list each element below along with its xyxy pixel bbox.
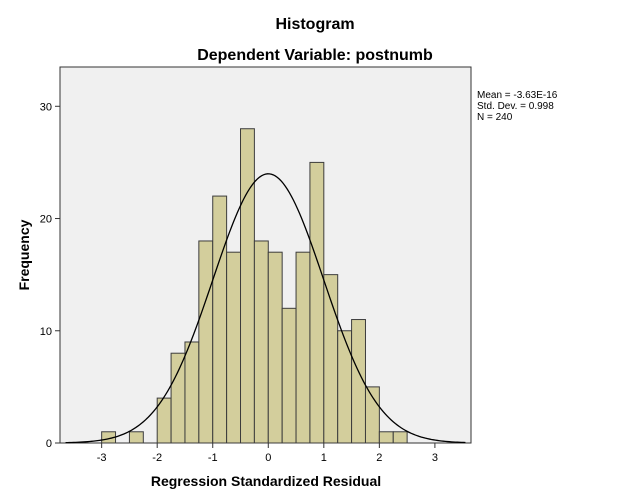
histogram-bar (378, 431, 394, 444)
x-tick-label: 0 (265, 452, 271, 464)
histogram-bar (295, 251, 311, 444)
stats-line: Std. Dev. = 0.998 (477, 101, 554, 112)
histogram-bar (240, 128, 255, 444)
histogram-bar (128, 431, 144, 444)
x-tick-label: 2 (376, 452, 382, 464)
histogram-bar (351, 319, 366, 444)
y-tick-label: 30 (40, 101, 52, 113)
y-tick-label: 10 (40, 326, 52, 338)
chart-title: Histogram (275, 16, 354, 33)
stats-line: N = 240 (477, 112, 513, 123)
chart-subtitle: Dependent Variable: postnumb (197, 47, 433, 64)
normal-curve (65, 173, 466, 444)
histogram-bar (198, 240, 214, 444)
x-tick-label: -1 (208, 452, 218, 464)
x-tick-label: -3 (97, 452, 107, 464)
stats-line: Mean = -3.63E-16 (477, 90, 558, 101)
histogram-bar (364, 386, 380, 444)
x-axis-ticks: -3 -2 -1 0 1 2 3 (97, 443, 438, 464)
y-tick-label: 0 (46, 438, 52, 450)
histogram-bar (253, 240, 269, 444)
x-tick-label: 3 (432, 452, 438, 464)
x-tick-label: -2 (152, 452, 162, 464)
x-axis-label: Regression Standardized Residual (151, 473, 381, 489)
histogram-bar (337, 330, 353, 444)
y-tick-label: 20 (40, 214, 52, 226)
y-axis-ticks: 0 10 20 30 (40, 101, 60, 450)
histogram-bar (212, 195, 228, 444)
histogram-bar (267, 251, 283, 444)
x-tick-label: 1 (321, 452, 327, 464)
histogram-bar (184, 341, 200, 444)
histogram-bar (309, 161, 325, 444)
histogram-bar (226, 251, 242, 444)
histogram-bar (392, 431, 408, 444)
y-axis-label: Frequency (16, 219, 32, 290)
histogram-bar (281, 307, 297, 444)
histogram-bar (170, 352, 186, 444)
